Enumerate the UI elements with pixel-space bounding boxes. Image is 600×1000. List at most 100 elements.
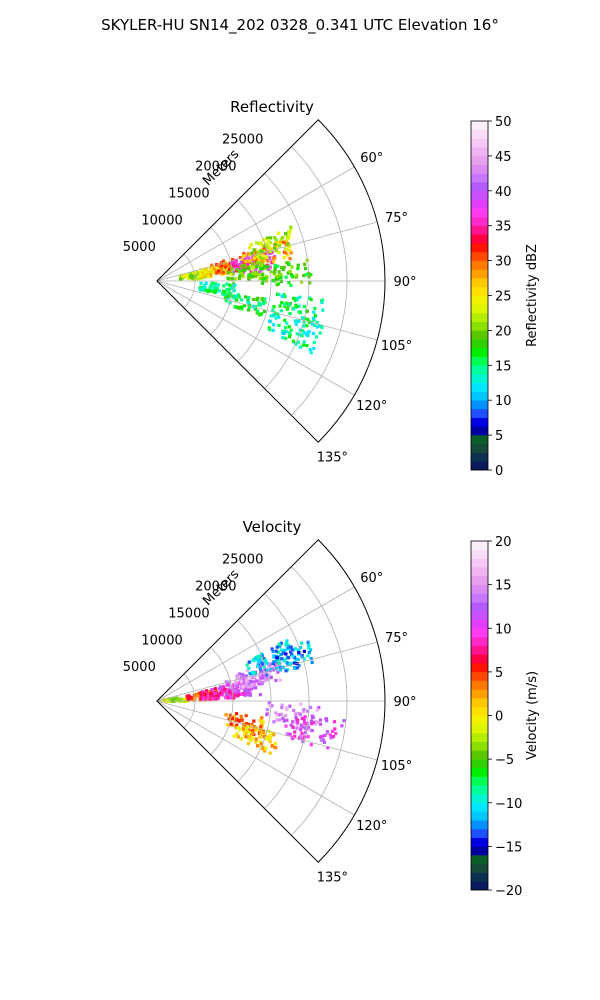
- radar-gate: [258, 277, 262, 281]
- radar-gate: [279, 712, 283, 716]
- radar-gate: [306, 654, 310, 658]
- radar-gate: [282, 265, 286, 269]
- colorbar-segment: [471, 321, 488, 331]
- azimuth-spoke: [156, 700, 355, 816]
- radar-gate: [294, 322, 298, 326]
- radial-tick-label: 15000: [168, 606, 209, 621]
- radar-gate: [209, 285, 213, 289]
- radar-gate: [267, 238, 271, 242]
- radar-gate: [277, 323, 281, 327]
- radar-gate: [246, 692, 250, 697]
- radar-gate: [284, 329, 288, 334]
- radar-gate: [309, 657, 313, 661]
- colorbar-segment: [471, 811, 488, 821]
- radar-gate: [290, 265, 294, 269]
- radar-gate: [291, 648, 295, 652]
- radar-gate: [233, 688, 237, 692]
- radar-gate: [284, 232, 288, 236]
- radar-gate: [316, 720, 320, 725]
- radar-gate: [302, 304, 306, 309]
- radar-gate: [271, 328, 275, 332]
- radar-gate: [305, 344, 309, 348]
- radar-gate: [228, 687, 232, 691]
- radar-gate: [199, 695, 203, 699]
- colorbar-tick-label: 45: [495, 150, 512, 165]
- radar-gate: [275, 718, 279, 722]
- radial-tick-label: 20000: [195, 580, 236, 595]
- radar-gate: [236, 263, 241, 267]
- radar-gate: [296, 723, 300, 727]
- radar-gate: [281, 651, 285, 655]
- colorbar-tick-label: 10: [495, 394, 512, 409]
- radar-gate: [179, 277, 183, 281]
- radar-gate: [258, 313, 262, 317]
- radar-gate: [293, 647, 297, 651]
- radar-gate: [290, 652, 294, 656]
- colorbar-segment: [471, 400, 488, 410]
- radar-gate: [289, 661, 293, 665]
- angle-tick-label: 90°: [393, 275, 416, 290]
- radar-gate: [279, 276, 283, 280]
- radar-gate: [294, 715, 298, 719]
- radar-gate: [260, 258, 264, 262]
- radar-gate: [305, 726, 309, 730]
- radar-gate: [214, 286, 218, 290]
- radar-gate: [259, 732, 263, 737]
- radar-gate: [289, 225, 293, 229]
- radar-gate: [225, 271, 229, 275]
- colorbar-segment: [471, 435, 488, 445]
- radar-gate: [276, 277, 280, 281]
- radar-gate: [235, 723, 239, 727]
- radar-gate: [206, 697, 210, 701]
- radar-gate: [318, 718, 323, 722]
- radial-tick-label: 25000: [222, 133, 263, 148]
- radar-gate: [231, 294, 235, 298]
- radar-gate: [288, 244, 292, 248]
- radar-gate: [283, 326, 288, 330]
- radar-gate: [222, 284, 226, 288]
- radar-gate: [269, 675, 273, 679]
- velocity-grid: [156, 539, 386, 863]
- radar-gate: [266, 259, 270, 263]
- radar-gate: [278, 678, 282, 682]
- radar-gate: [228, 680, 232, 684]
- radar-gate: [212, 267, 216, 271]
- radar-gate: [195, 270, 199, 274]
- radar-gate: [242, 251, 246, 256]
- colorbar-segment: [471, 234, 488, 244]
- radar-gate: [297, 304, 301, 308]
- radar-gate: [295, 332, 299, 336]
- radar-gate: [232, 683, 236, 687]
- radar-gate: [313, 323, 317, 327]
- radar-gate: [232, 734, 236, 738]
- colorbar-segment: [471, 190, 488, 200]
- radar-gate: [302, 708, 306, 712]
- colorbar-segment: [471, 461, 488, 471]
- radar-gate: [267, 244, 271, 248]
- colorbar-segment: [471, 452, 488, 462]
- radar-gate: [239, 717, 243, 721]
- radar-gate: [258, 656, 262, 660]
- radar-gate: [286, 237, 290, 241]
- radar-gate: [287, 231, 292, 235]
- radar-gate: [247, 685, 251, 689]
- radar-gate: [273, 267, 277, 271]
- colorbar-segment: [471, 698, 488, 708]
- radar-gate: [296, 718, 300, 722]
- colorbar-segment: [471, 173, 488, 183]
- radar-gate: [260, 266, 265, 271]
- angle-tick-label: 105°: [381, 339, 412, 354]
- radar-gate: [282, 331, 286, 335]
- radar-gate: [277, 642, 281, 646]
- radar-gate: [189, 275, 193, 279]
- radar-gate: [214, 282, 218, 286]
- colorbar-segment: [471, 680, 488, 690]
- radar-gate: [320, 300, 324, 305]
- radar-gate: [265, 673, 269, 677]
- radar-gate: [268, 327, 272, 332]
- radar-gate: [247, 689, 251, 693]
- radar-gate: [267, 246, 271, 250]
- colorbar-segment: [471, 593, 488, 603]
- radar-gate: [226, 296, 230, 300]
- radar-gate: [235, 298, 239, 302]
